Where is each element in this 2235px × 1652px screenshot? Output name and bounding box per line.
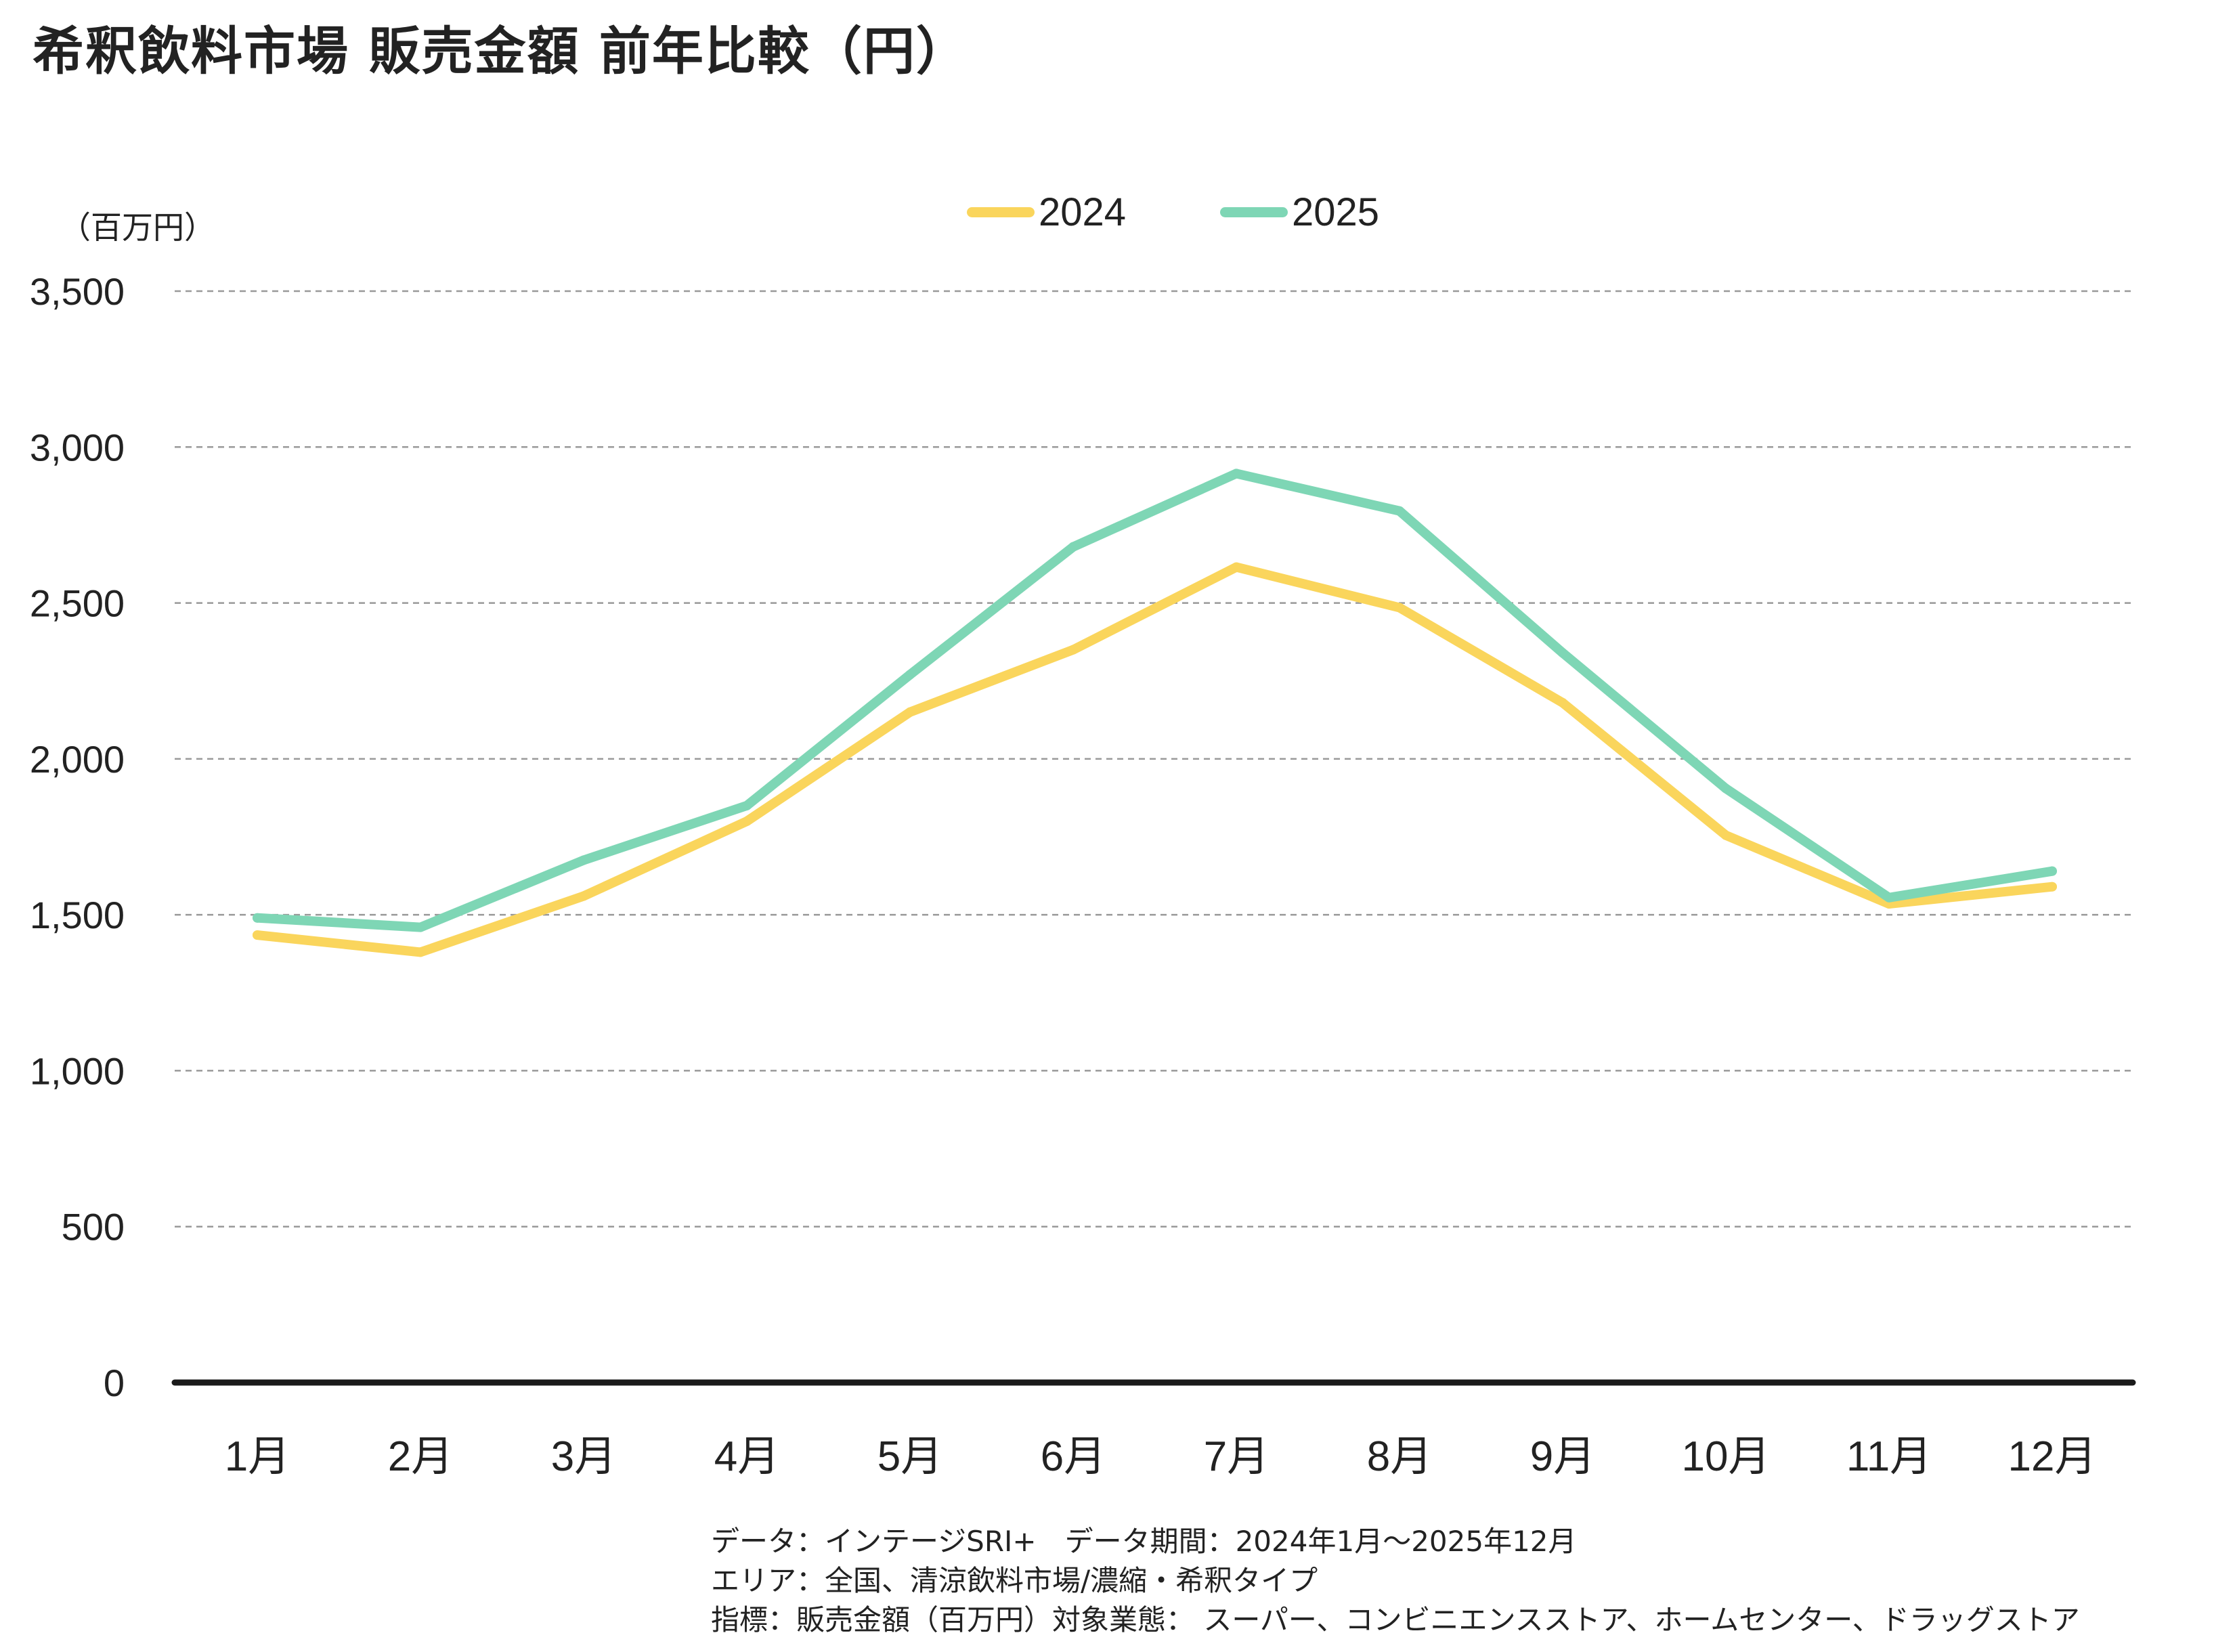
data-point-2024	[1232, 562, 1241, 572]
footnote-line-metric: 指標：販売金額（百万円）対象業態： スーパー、コンビニエンスストア、ホームセンタ…	[711, 1603, 2080, 1636]
y-tick-label: 2,000	[30, 738, 125, 781]
data-point-2024	[1395, 603, 1404, 613]
x-tick-label: 6月	[1041, 1433, 1106, 1480]
data-point-2025	[742, 800, 752, 810]
legend-label-2024: 2024	[1039, 190, 1127, 234]
data-point-2025	[905, 670, 915, 680]
data-point-2024	[1068, 645, 1078, 655]
y-axis-unit-label: （百万円）	[60, 209, 215, 246]
data-point-2025	[1884, 892, 1894, 903]
gridlines	[175, 290, 2133, 1227]
x-axis-ticks: 1月 2月 3月 4月 5月 6月 7月 8月 9月 10月 11月 12月	[225, 1433, 2097, 1480]
footnote: データ：インテージSRI+ データ期間：2024年1月～2025年12月 エリア…	[711, 1522, 2080, 1640]
legend-item-2025: 2025	[1220, 188, 1379, 236]
data-point-2024	[2047, 882, 2057, 892]
data-point-2025	[1068, 542, 1078, 552]
y-axis-ticks: 0 500 1,000 1,500 2,000 2,500 3,000 3,500	[30, 270, 125, 1404]
series-lines	[253, 469, 2057, 957]
data-point-2024	[1558, 697, 1567, 708]
data-point-2024	[579, 891, 588, 901]
x-tick-label: 5月	[877, 1433, 942, 1480]
legend-item-2024: 2024	[967, 188, 1126, 236]
data-point-2025	[1232, 469, 1241, 479]
y-tick-label: 3,000	[30, 426, 125, 469]
x-tick-label: 11月	[1846, 1433, 1932, 1480]
data-point-2025	[1721, 783, 1731, 794]
data-point-2025	[253, 913, 262, 923]
y-tick-label: 0	[104, 1362, 125, 1404]
x-tick-label: 10月	[1682, 1433, 1771, 1480]
data-point-2024	[253, 930, 262, 940]
legend-label-2025: 2025	[1292, 190, 1380, 234]
x-tick-label: 7月	[1204, 1433, 1269, 1480]
x-tick-label: 3月	[551, 1433, 616, 1480]
data-point-2025	[2047, 866, 2057, 876]
y-tick-label: 1,000	[30, 1049, 125, 1092]
legend-swatch-2025	[1220, 206, 1288, 217]
series-line-2024	[253, 562, 2057, 957]
y-tick-label: 1,500	[30, 894, 125, 936]
y-tick-label: 2,500	[30, 582, 125, 625]
series-line-2025	[253, 469, 2057, 932]
data-point-2025	[416, 922, 425, 932]
data-point-2024	[1721, 830, 1731, 840]
x-tick-label: 1月	[225, 1433, 290, 1480]
data-point-2025	[579, 855, 588, 865]
x-tick-label: 2月	[388, 1433, 453, 1480]
x-tick-label: 8月	[1367, 1433, 1432, 1480]
y-tick-label: 3,500	[30, 270, 125, 313]
data-point-2025	[1558, 648, 1567, 658]
footnote-line-area: エリア：全国、清涼飲料市場/濃縮・希釈タイプ	[711, 1564, 1318, 1597]
legend-swatch-2024	[967, 206, 1035, 217]
data-point-2024	[905, 707, 915, 717]
footnote-line-source: データ：インテージSRI+ データ期間：2024年1月～2025年12月	[711, 1525, 1577, 1558]
data-point-2025	[1395, 506, 1404, 516]
data-point-2024	[742, 816, 752, 826]
x-tick-label: 9月	[1530, 1433, 1595, 1480]
x-tick-label: 12月	[2008, 1433, 2097, 1480]
data-point-2024	[416, 947, 425, 957]
y-tick-label: 500	[62, 1206, 125, 1248]
chart-title: 希釈飲料市場 販売金額 前年比較（円）	[32, 21, 969, 81]
x-tick-label: 4月	[714, 1433, 779, 1480]
